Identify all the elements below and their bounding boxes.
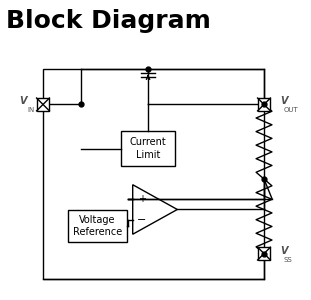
Text: V: V bbox=[20, 97, 27, 106]
Bar bbox=[43, 69, 264, 279]
Text: Voltage
Reference: Voltage Reference bbox=[73, 215, 122, 238]
Text: Block Diagram: Block Diagram bbox=[6, 9, 211, 33]
Text: V: V bbox=[280, 97, 287, 106]
Text: SS: SS bbox=[284, 256, 293, 262]
Text: OUT: OUT bbox=[284, 107, 299, 113]
Text: V: V bbox=[280, 246, 287, 256]
Bar bbox=[258, 247, 271, 260]
Bar bbox=[258, 98, 271, 111]
Bar bbox=[68, 210, 127, 242]
Text: −: − bbox=[137, 215, 146, 225]
Text: +: + bbox=[138, 194, 146, 204]
Bar bbox=[37, 98, 49, 111]
Text: Current
Limit: Current Limit bbox=[130, 137, 166, 160]
Text: IN: IN bbox=[28, 107, 35, 113]
Bar bbox=[121, 131, 175, 166]
